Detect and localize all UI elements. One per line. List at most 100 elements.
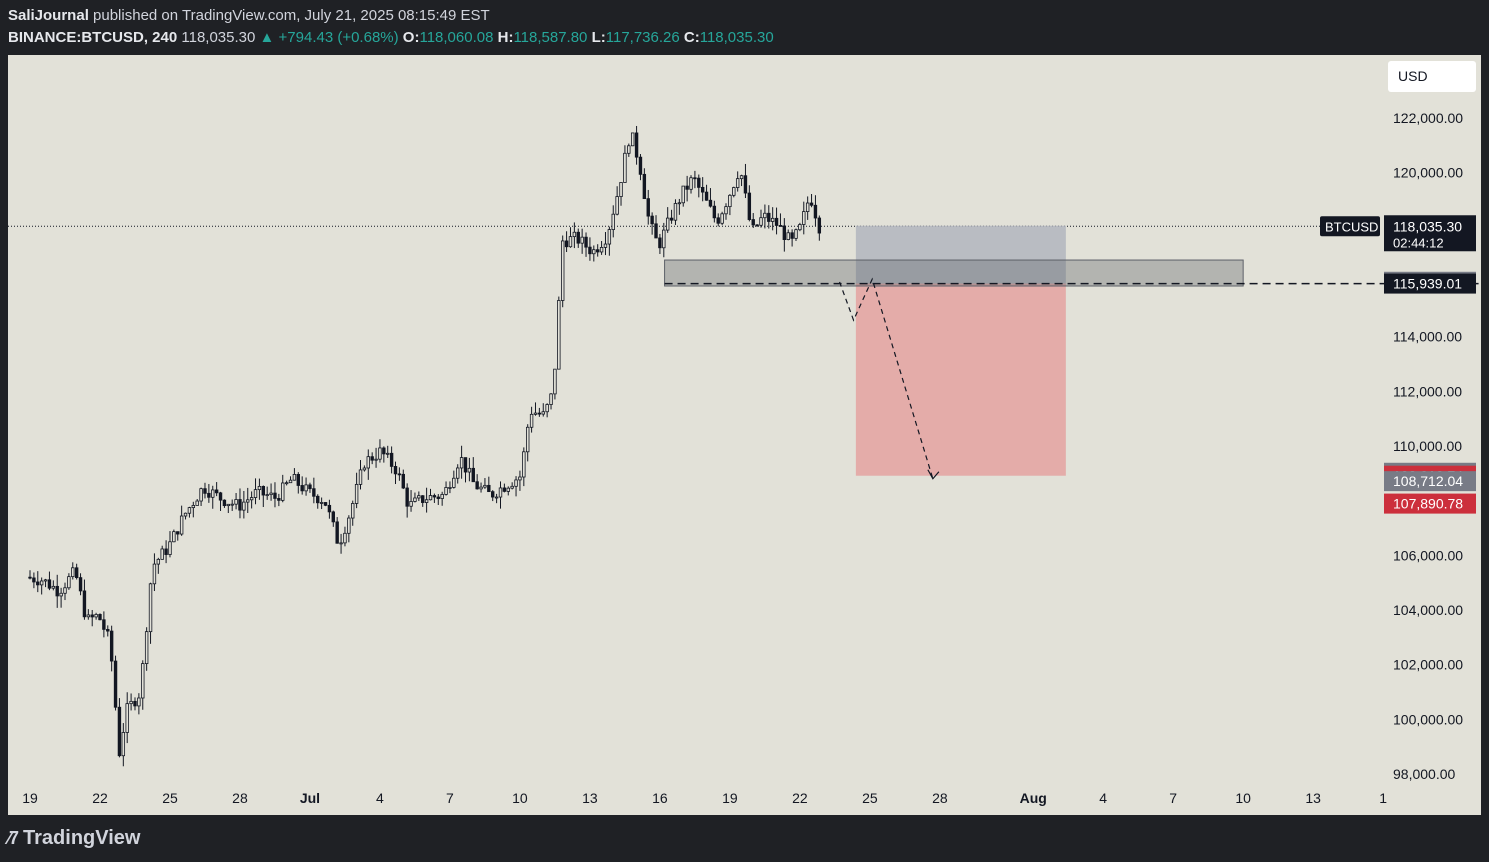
candle-body (141, 663, 145, 699)
candle-body (767, 212, 771, 222)
author-name[interactable]: SaliJournal (8, 7, 89, 24)
candle-body (549, 393, 553, 405)
x-tick-label: 13 (582, 790, 598, 806)
candle-body (638, 156, 643, 175)
candle-body (708, 199, 713, 207)
candle-body (109, 630, 114, 662)
candle-body (319, 502, 324, 504)
candle-body (222, 499, 227, 507)
candle-body (564, 240, 569, 248)
x-tick-label: 10 (512, 790, 528, 806)
price-change: ▲ +794.43 (+0.68%) (259, 29, 399, 46)
candle-body (378, 447, 382, 460)
y-tick-label: 102,000.00 (1393, 657, 1463, 673)
candle-body (261, 485, 265, 496)
candle-body (63, 587, 67, 594)
candle-body (595, 249, 600, 253)
candle-body (619, 182, 623, 197)
candle-body (510, 485, 514, 489)
symbol-label: BINANCE:BTCUSD, 240 (8, 29, 178, 46)
candle-body (615, 196, 619, 215)
candle-body (545, 404, 549, 413)
supply-zone (664, 259, 1244, 287)
candle-body (716, 217, 720, 224)
publish-info: SaliJournal published on TradingView.com… (8, 7, 490, 24)
currency-selector[interactable]: USD (1388, 61, 1476, 92)
candle-body (432, 495, 437, 498)
low-value: 117,736.26 (605, 29, 680, 46)
candle-body (366, 456, 370, 469)
candle-body (747, 192, 752, 220)
projection-path (838, 277, 934, 479)
candle-body (580, 236, 584, 244)
candle-body (389, 452, 394, 467)
candle-body (693, 177, 697, 180)
candle-body (739, 175, 744, 180)
candle-body (281, 482, 285, 501)
candle-body (160, 548, 164, 560)
candle-body (603, 243, 608, 248)
x-tick-label: 16 (652, 790, 668, 806)
candle-body (541, 411, 545, 415)
candle-body (164, 548, 168, 555)
candle-body (370, 456, 374, 461)
x-tick-label: 10 (1235, 790, 1251, 806)
candle-body (277, 498, 281, 501)
candle-body (634, 132, 639, 158)
candle-body (323, 502, 328, 506)
candle-body (704, 191, 709, 201)
candle-body (770, 217, 775, 222)
y-tick-label: 122,000.00 (1393, 110, 1463, 126)
candle-body (444, 487, 448, 495)
candle-body (117, 706, 122, 757)
candle-body (518, 476, 522, 481)
candle-body (428, 495, 433, 501)
x-tick-label: 28 (232, 790, 248, 806)
candle-body (459, 457, 464, 469)
price-axis-label-text: 108,712.04 (1393, 473, 1463, 489)
chart-canvas[interactable]: 98,000.00 100,000.00 102,000.00 104,000.00 1… (8, 55, 1481, 815)
candle-body (36, 581, 40, 586)
candle-body (374, 458, 378, 461)
candle-body (121, 732, 126, 757)
candle-body (238, 499, 242, 511)
candle-body (467, 467, 472, 473)
candle-body (584, 236, 588, 248)
candle-body (179, 515, 184, 535)
candle-body (308, 484, 312, 490)
candle-body (526, 426, 530, 453)
candle-body (331, 511, 335, 523)
candle-body (347, 517, 351, 534)
close-value: 118,035.30 (699, 29, 774, 46)
candle-body (47, 579, 52, 589)
y-tick-label: 112,000.00 (1393, 383, 1462, 399)
y-tick-label: 106,000.00 (1393, 547, 1463, 563)
x-tick-label: 28 (932, 790, 948, 806)
candle-body (59, 592, 63, 597)
candle-body (669, 217, 674, 221)
candle-body (98, 614, 102, 621)
candle-body (78, 577, 83, 592)
chart-pane[interactable]: 98,000.00 100,000.00 102,000.00 104,000.00 1… (8, 55, 1481, 815)
candle-body (630, 132, 635, 147)
candle-body (592, 249, 596, 255)
candle-body (759, 217, 763, 226)
candle-body (588, 246, 592, 255)
candle-body (572, 231, 577, 238)
candle-body (28, 576, 32, 579)
candle-body (456, 467, 460, 479)
x-tick-label: 7 (446, 790, 454, 806)
current-price-label (1384, 215, 1476, 252)
x-tick-label: 25 (162, 790, 178, 806)
candle-body (697, 177, 701, 188)
candle-body (751, 219, 755, 226)
candle-body (86, 614, 91, 618)
price-axis-label-text: 107,890.78 (1393, 496, 1463, 512)
candle-body (627, 145, 631, 154)
candle-body (144, 631, 149, 664)
x-tick-label: 22 (792, 790, 808, 806)
candle-body (90, 614, 94, 618)
candle-body (576, 231, 580, 244)
candle-body (71, 567, 75, 578)
candle-body (494, 496, 499, 499)
